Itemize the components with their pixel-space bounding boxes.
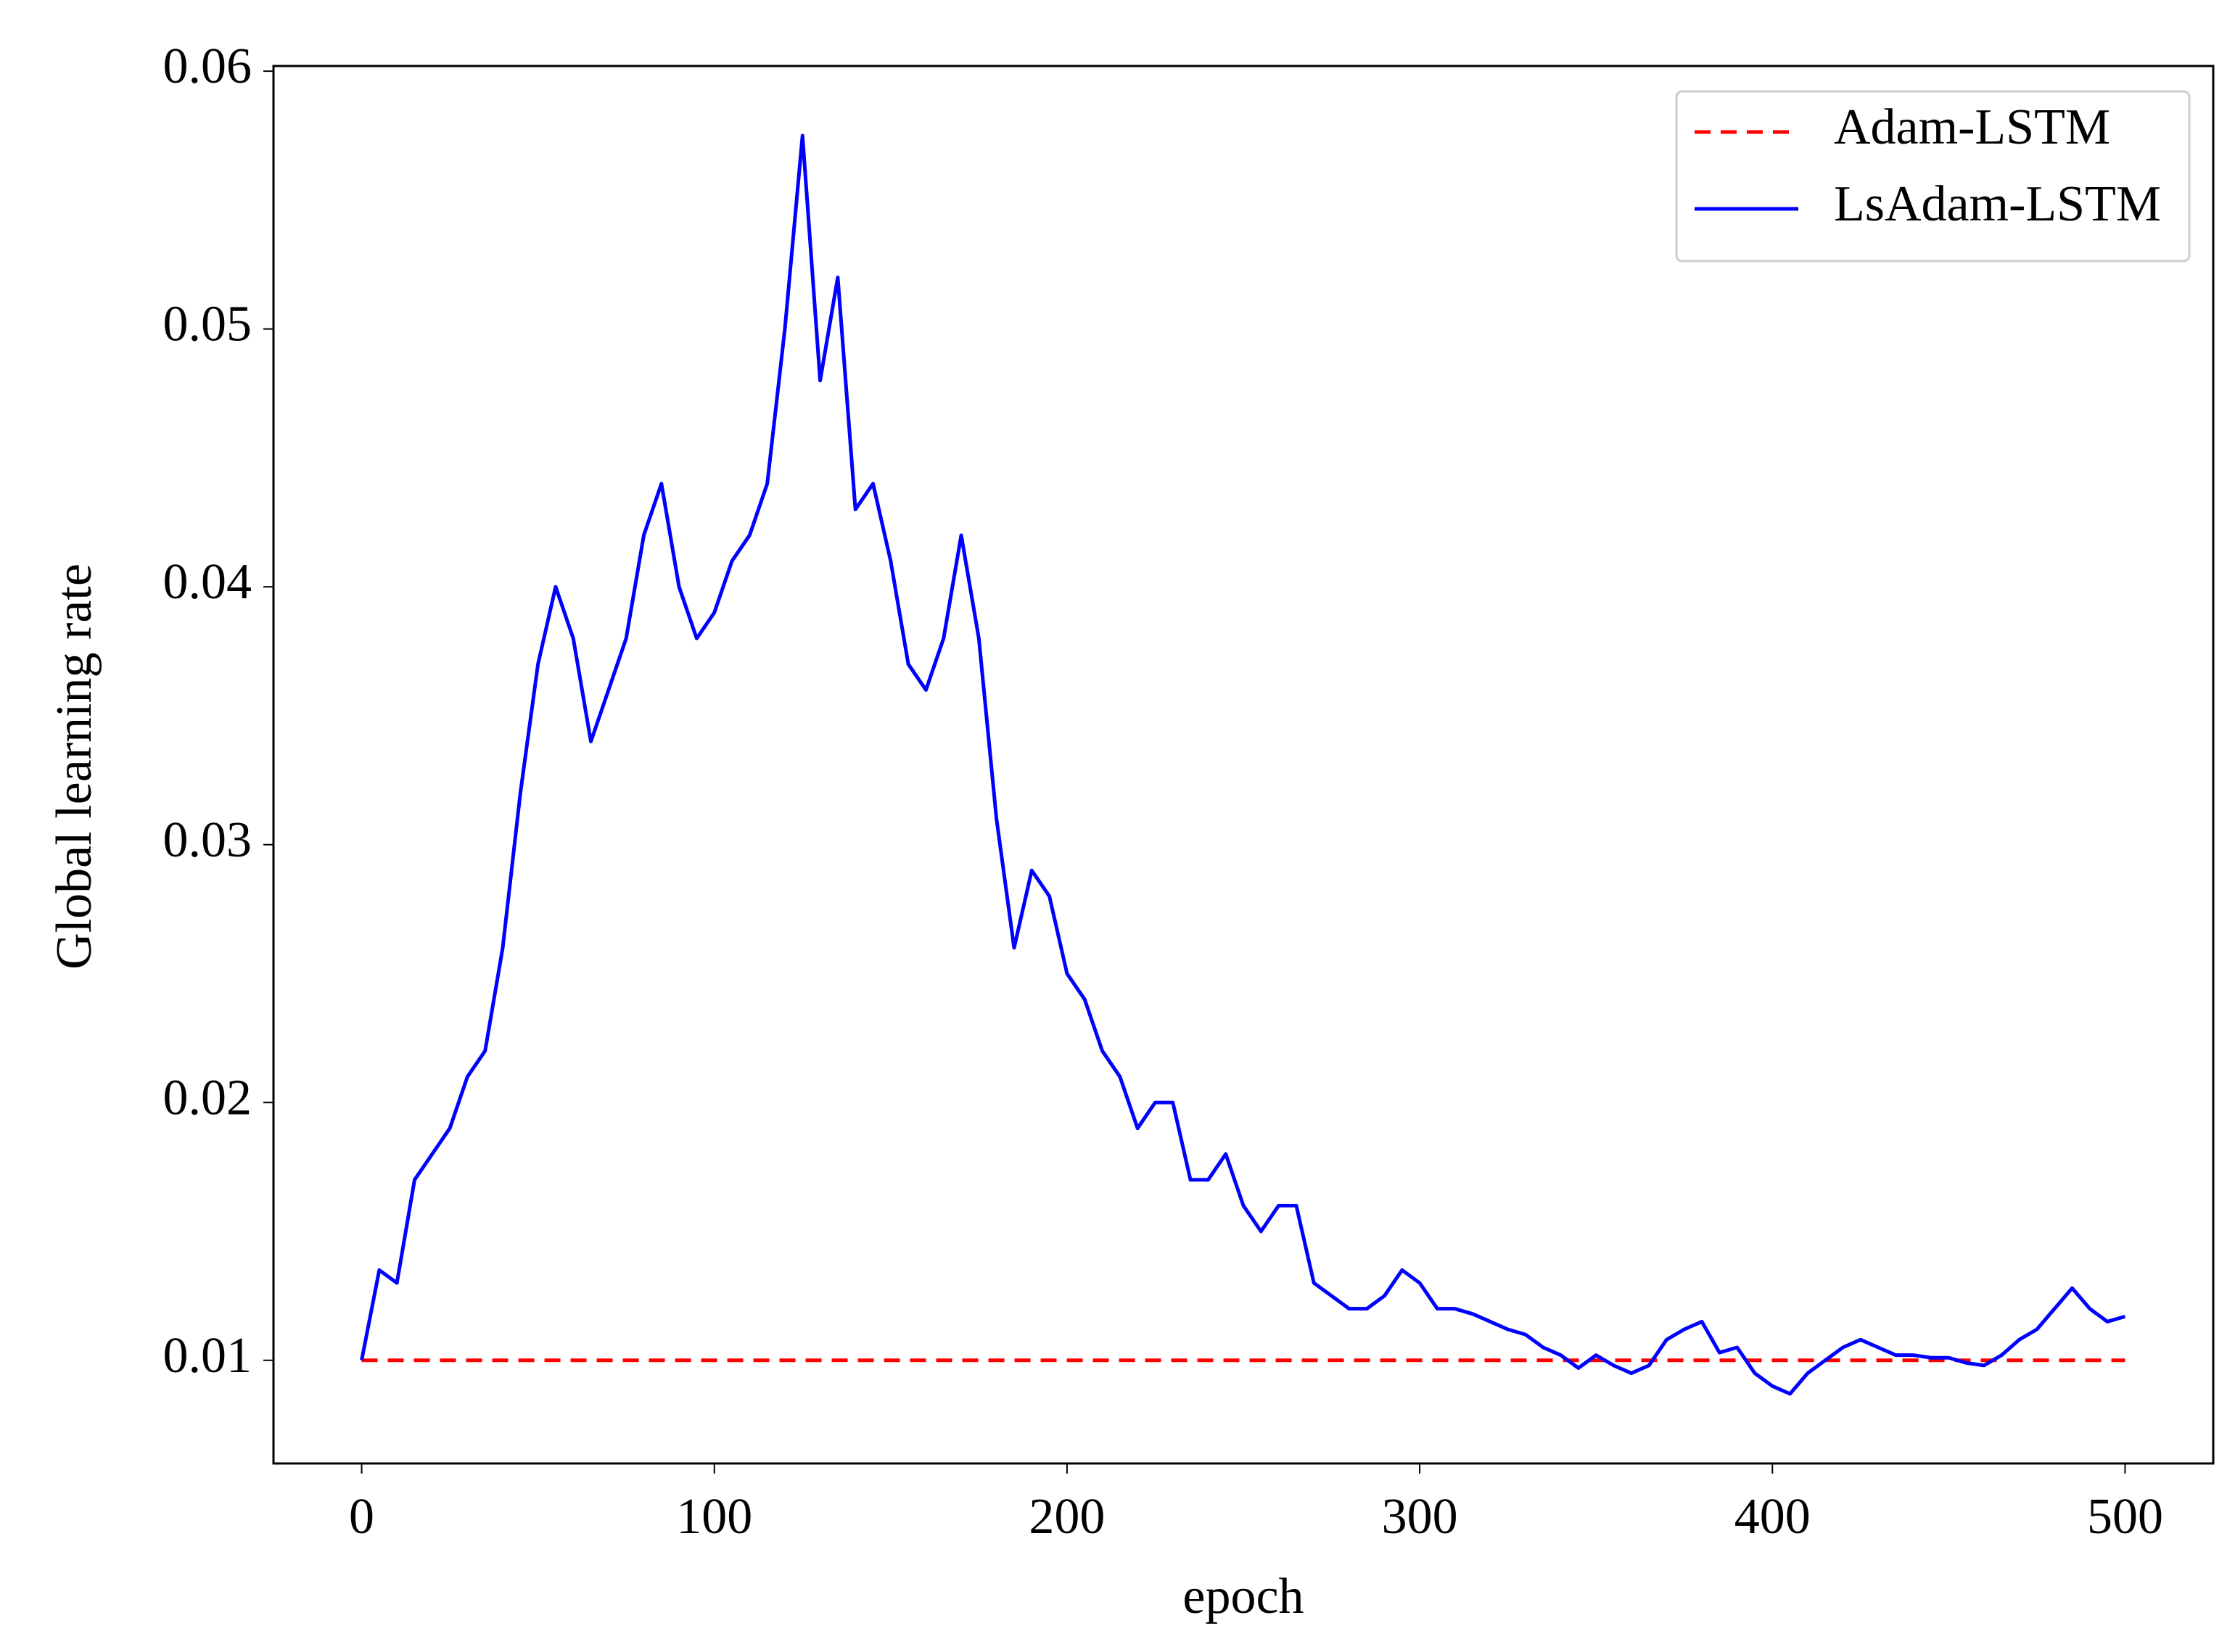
legend-label: Adam-LSTM — [1834, 99, 2110, 155]
x-tick-label: 200 — [1029, 1489, 1105, 1545]
x-tick-label: 100 — [676, 1489, 752, 1545]
data-line — [360, 133, 2126, 1396]
legend-label: LsAdam-LSTM — [1834, 176, 2161, 232]
y-tick-label: 0.01 — [163, 1328, 252, 1384]
y-tick-label: 0.03 — [163, 812, 252, 868]
y-tick-label: 0.05 — [163, 297, 252, 352]
y-tick-label: 0.04 — [163, 554, 252, 610]
plot-frame — [272, 65, 2215, 1465]
legend-box — [1675, 90, 2191, 263]
x-tick-label: 300 — [1382, 1489, 1458, 1545]
y-tick-label: 0.06 — [163, 38, 252, 94]
y-tick-label: 0.02 — [163, 1070, 252, 1126]
x-axis-label: epoch — [1182, 1569, 1304, 1624]
x-tick-label: 0 — [349, 1489, 374, 1545]
y-axis-label: Global learning rate — [46, 563, 102, 970]
x-tick-label: 500 — [2087, 1489, 2163, 1545]
x-tick-label: 400 — [1734, 1489, 1811, 1545]
